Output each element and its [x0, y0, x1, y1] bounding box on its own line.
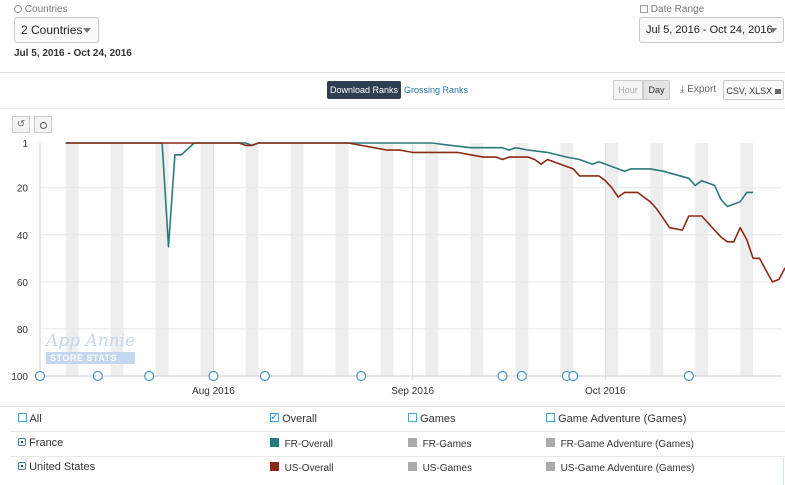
weekend-band [740, 143, 754, 376]
export-button[interactable]: ⤓ Export [680, 84, 717, 95]
weekend-band [695, 143, 709, 376]
day-button[interactable]: Day [643, 80, 670, 100]
y-tick-label: 1 [22, 139, 28, 150]
annotation-marker [516, 370, 527, 382]
all-checkbox[interactable]: All [18, 413, 42, 425]
overall-checkbox[interactable]: ✓ Overall [270, 411, 317, 425]
globe-icon [14, 5, 22, 13]
divider [0, 72, 785, 73]
checkmark-icon: ✓ [270, 411, 280, 423]
annotation-marker [34, 370, 46, 382]
annotation-marker [497, 370, 508, 382]
y-tick-label: 80 [17, 325, 29, 336]
weekend-band [110, 143, 124, 376]
countries-dropdown[interactable]: 2 Countries [14, 17, 99, 43]
legend-us-adventure[interactable]: US-Game Adventure (Games) [546, 462, 695, 474]
divider [10, 431, 785, 432]
date-range-value: Jul 5, 2016 - Oct 24, 2016 [646, 24, 773, 36]
legend-fr-overall[interactable]: FR-Overall [270, 438, 333, 450]
game-adventure-checkbox[interactable]: Game Adventure (Games) [546, 413, 686, 425]
weekend-band [560, 143, 574, 376]
weekend-band [200, 143, 214, 376]
countries-label: Countries [14, 4, 68, 15]
date-subtitle: Jul 5, 2016 - Oct 24, 2016 [14, 48, 132, 59]
rank-chart: 1 20 40 60 80 100 Aug 2016 Sep 2016 Oct 2016 [11, 139, 785, 397]
series-line-us-overall [65, 142, 785, 283]
watermark: App Annie STORE STATS [46, 331, 136, 364]
weekend-band [605, 143, 619, 376]
csv-xlsx-button[interactable]: CSV, XLSX [723, 80, 784, 100]
weekend-band [425, 143, 439, 376]
undo-icon[interactable]: ↺ [12, 116, 30, 133]
legend-us-games[interactable]: US-Games [408, 462, 472, 474]
weekend-band [155, 143, 169, 376]
x-tick-label: Oct 2016 [585, 386, 626, 397]
legend-fr-adventure[interactable]: FR-Game Adventure (Games) [546, 438, 694, 450]
games-checkbox[interactable]: Games [408, 413, 456, 425]
divider [10, 456, 785, 457]
weekend-band [470, 143, 484, 376]
y-tick-label: 100 [11, 372, 28, 383]
annotation-marker [208, 370, 219, 382]
series-line-fr-overall [65, 142, 754, 248]
x-tick-label: Sep 2016 [391, 386, 434, 397]
y-tick-label: 40 [17, 231, 29, 242]
annotation-marker [356, 370, 367, 382]
hour-button[interactable]: Hour [613, 80, 643, 100]
y-tick-label: 60 [17, 278, 29, 289]
divider [0, 108, 785, 109]
weekend-band [650, 143, 664, 376]
download-icon: ⤓ [680, 84, 685, 95]
date-range-label: Date Range [640, 4, 704, 15]
divider [783, 458, 784, 485]
legend-us-overall[interactable]: US-Overall [270, 462, 333, 474]
weekend-band [335, 143, 349, 376]
lock-icon [774, 89, 781, 94]
weekend-band [245, 143, 259, 376]
y-tick-label: 20 [17, 184, 29, 195]
weekend-band [65, 143, 79, 376]
date-range-dropdown[interactable]: Jul 5, 2016 - Oct 24, 2016 [639, 17, 784, 43]
calendar-icon [640, 5, 648, 13]
legend-fr-games[interactable]: FR-Games [408, 438, 471, 450]
annotation-marker [683, 370, 694, 382]
countries-value: 2 Countries [21, 23, 83, 37]
annotation-marker [568, 370, 579, 382]
annotation-marker [92, 370, 103, 382]
annotation-marker [259, 370, 270, 382]
chevron-down-icon [769, 28, 777, 33]
x-tick-label: Aug 2016 [192, 386, 235, 397]
weekend-band [290, 143, 304, 376]
tab-download-ranks[interactable]: Download Ranks [327, 81, 401, 99]
zoom-icon[interactable] [34, 116, 52, 133]
country-radio-united-states[interactable]: United States [18, 461, 95, 473]
annotation-marker [144, 370, 155, 382]
weekend-band [380, 143, 394, 376]
tab-grossing-ranks[interactable]: Grossing Ranks [404, 85, 469, 95]
divider [0, 406, 785, 407]
chevron-down-icon [83, 28, 91, 33]
weekend-band [515, 143, 529, 376]
country-radio-france[interactable]: France [18, 437, 63, 449]
